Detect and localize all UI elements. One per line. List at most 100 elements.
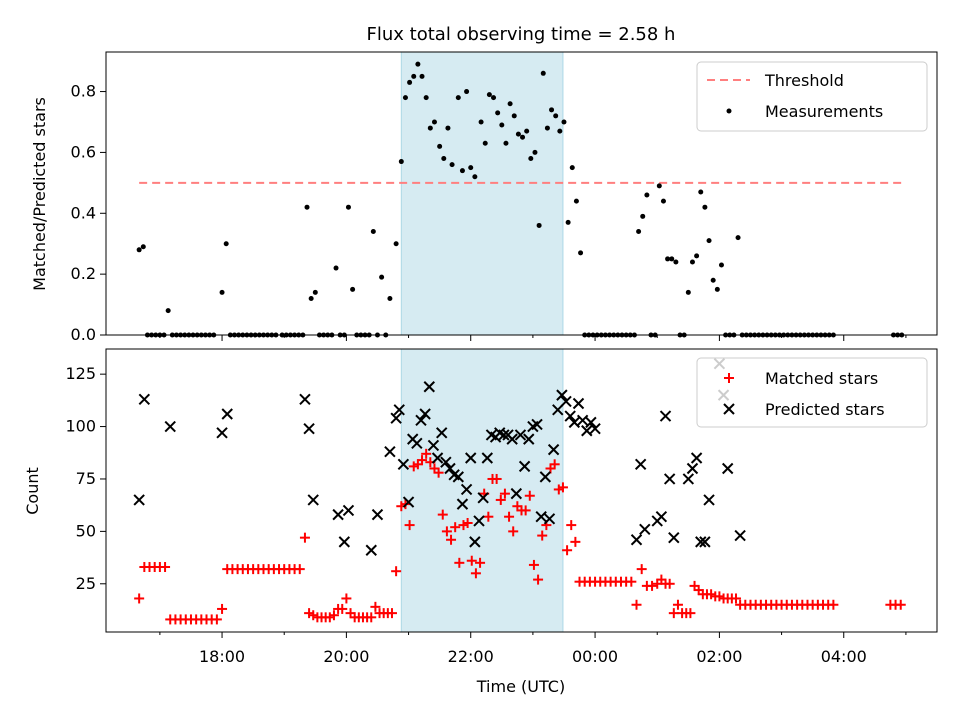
predicted-star-point — [721, 462, 734, 475]
measurement-point — [393, 241, 399, 247]
measurement-point — [565, 219, 571, 225]
measurement-point — [304, 204, 310, 210]
predicted-star-point — [498, 429, 510, 441]
measurement-point — [665, 256, 671, 262]
matched-star-point — [404, 520, 415, 531]
measurement-point — [499, 122, 505, 128]
measurement-point — [387, 295, 393, 301]
highlight-span-top — [400, 51, 564, 336]
matched-star-point — [437, 509, 448, 520]
matched-star-point — [370, 601, 381, 612]
predicted-star-point — [303, 422, 315, 435]
matched-star-point — [570, 536, 581, 547]
y-tick-label: 50 — [76, 521, 96, 540]
predicted-star-point — [690, 452, 703, 464]
matched-star-point — [626, 576, 637, 587]
legend-threshold-label: Threshold — [764, 71, 844, 90]
measurement-point — [459, 168, 465, 174]
legend-predicted-swatch — [723, 403, 735, 415]
matched-star-point — [483, 511, 494, 522]
measurement-point — [350, 286, 356, 292]
matched-star-point — [685, 608, 696, 619]
predicted-star-point — [695, 536, 707, 548]
predicted-star-point — [133, 494, 145, 506]
predicted-star-point — [668, 531, 680, 544]
predicted-star-point — [560, 395, 572, 408]
measurement-point — [468, 165, 474, 171]
matched-star-point — [421, 448, 432, 459]
predicted-star-point — [531, 418, 543, 431]
matched-star-point — [499, 488, 510, 499]
measurement-point — [140, 244, 146, 250]
predicted-star-point — [659, 410, 672, 422]
predicted-star-point — [469, 536, 481, 548]
x-tick-label: 22:00 — [448, 647, 494, 666]
predicted-star-point — [634, 458, 647, 471]
predicted-star-point — [397, 458, 410, 471]
matched-star-point — [391, 566, 402, 577]
predicted-star-point — [221, 408, 233, 420]
predicted-star-point — [456, 498, 469, 510]
matched-star-point — [672, 599, 683, 610]
predicted-star-point — [539, 471, 552, 483]
predicted-star-point — [338, 536, 351, 548]
measurement-point — [636, 229, 642, 235]
measurement-point — [706, 238, 712, 244]
y-tick-label: 25 — [76, 574, 96, 593]
predicted-star-point — [572, 397, 585, 410]
bottom-y-label: Count — [23, 467, 42, 515]
predicted-star-point — [419, 408, 431, 420]
predicted-star-point — [444, 462, 456, 475]
predicted-star-point — [514, 429, 527, 441]
matched-star-point — [294, 564, 305, 575]
measurement-point — [578, 250, 584, 256]
matched-star-point — [341, 593, 352, 604]
top-y-axis: 0.0 0.2 0.4 0.6 0.8 — [71, 82, 106, 344]
measurement-point — [441, 156, 447, 162]
predicted-star-point — [543, 513, 556, 525]
measurement-point — [698, 189, 704, 195]
predicted-star-point — [440, 456, 452, 468]
predicted-star-point — [332, 508, 344, 521]
predicted-star-point — [630, 534, 643, 546]
measurement-point — [710, 277, 716, 283]
measurement-point — [507, 101, 513, 107]
bottom-legend-box — [696, 357, 928, 428]
predicted-star-point — [452, 471, 465, 483]
predicted-star-point — [663, 473, 676, 485]
measurement-point — [524, 128, 530, 134]
predicted-star-point — [506, 433, 518, 445]
predicted-star-point — [568, 416, 581, 429]
measurement-point — [223, 241, 229, 247]
predicted-star-point — [384, 446, 396, 458]
matched-star-point — [537, 530, 548, 541]
measurement-point — [419, 73, 425, 79]
predicted-star-point — [576, 414, 589, 426]
predicted-star-point — [164, 420, 176, 433]
measurement-point — [511, 113, 517, 119]
measurement-point — [573, 198, 579, 204]
matched-star-point — [524, 490, 535, 501]
predicted-star-point — [682, 473, 695, 485]
matched-star-point — [211, 614, 222, 625]
matched-star-point — [557, 482, 568, 493]
legend-predicted-label: Predicted stars — [765, 400, 885, 419]
predicted-star-point — [365, 544, 377, 556]
x-tick-label: 18:00 — [199, 647, 245, 666]
predicted-star-point — [581, 425, 593, 437]
predicted-star-point — [216, 427, 228, 439]
predicted-star-point — [411, 437, 423, 450]
measurement-point — [427, 125, 433, 131]
y-tick-label: 0.2 — [71, 264, 96, 283]
legend-measurements-label: Measurements — [765, 102, 883, 121]
measurement-point — [464, 89, 470, 95]
predicted-star-point — [138, 393, 151, 406]
x-tick-label: 02:00 — [696, 647, 742, 666]
measurement-point — [423, 95, 429, 101]
predicted-star-point — [552, 404, 564, 416]
predicted-star-point — [639, 523, 651, 535]
predicted-star-point — [436, 427, 448, 439]
predicted-star-point — [523, 433, 535, 445]
matched-star-point — [562, 545, 573, 556]
